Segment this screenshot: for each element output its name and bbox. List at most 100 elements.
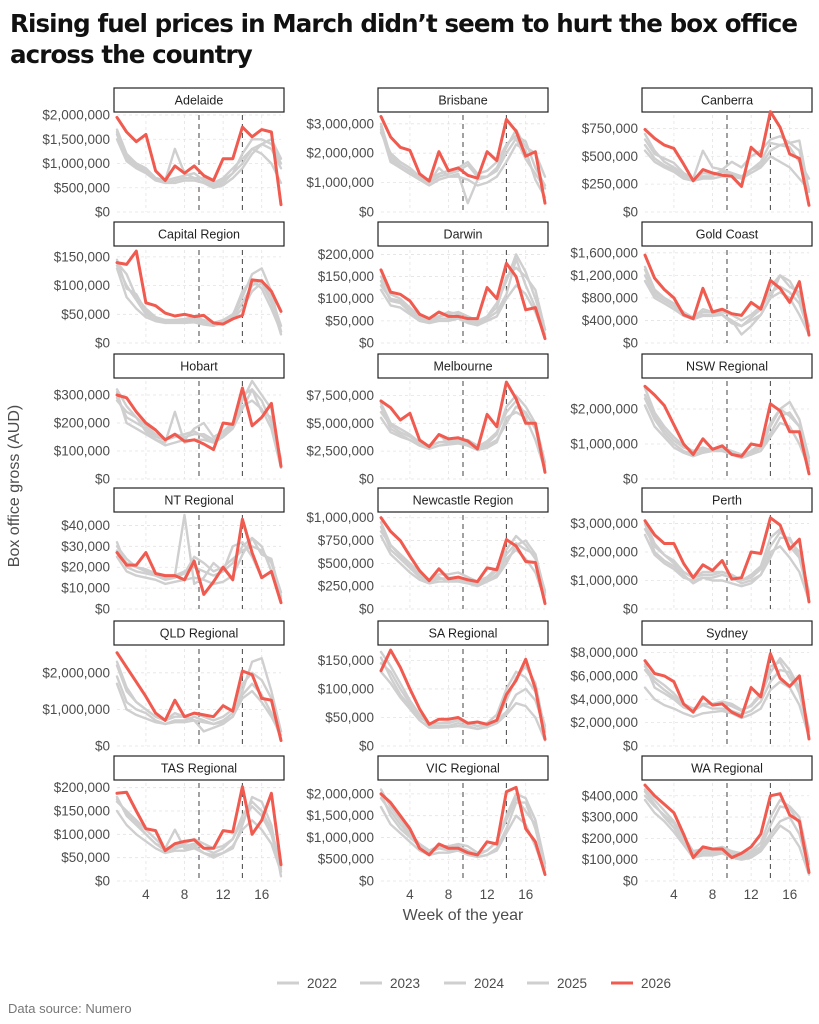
y-tick-label: $200,000 [54,780,110,795]
facet-label-perth: Perth [712,494,742,508]
series-line-tas-regional-2024 [115,809,283,873]
series-line-darwin-2025 [379,266,547,331]
facet-strip-canberra [641,87,813,113]
facet-label-capital-region: Capital Region [158,228,240,242]
y-tick-label: $50,000 [61,850,110,865]
y-tick-label: $750,000 [318,533,374,548]
x-tick-label: 4 [670,887,678,902]
facet-label-gold-coast: Gold Coast [696,228,759,242]
y-tick-label: $0 [623,336,638,351]
series-line-qld-regional-2025 [115,682,283,737]
legend-label-2025: 2025 [557,976,587,991]
series-line-perth-2022 [643,522,811,596]
facet-strip-qld-regional [113,620,285,646]
facet-label-newcastle-region: Newcastle Region [413,494,514,508]
y-axis-title: Box office gross (AUD) [6,405,23,567]
legend-label-2023: 2023 [390,976,420,991]
facet-strip-adelaide [113,87,285,113]
y-tick-label: $0 [623,472,638,487]
x-tick-label: 8 [181,887,189,902]
series-line-hobart-2026 [115,386,283,468]
y-tick-label: $500,000 [54,180,110,195]
series-line-sa-regional-2026 [379,648,547,741]
y-tick-label: $2,000,000 [306,146,374,161]
y-tick-label: $0 [95,739,110,754]
x-tick-label: 8 [445,887,453,902]
series-line-wa-regional-2024 [643,798,811,876]
x-tick-label: 16 [782,887,797,902]
y-tick-label: $400,000 [582,313,638,328]
x-tick-label: 4 [142,887,150,902]
facet-strip-melbourne [377,353,549,379]
facet-label-wa-regional: WA Regional [691,762,763,776]
facet-strip-capital-region [113,221,285,247]
series-line-nt-regional-2025 [115,536,283,598]
series-line-nsw-regional-2026 [643,384,811,476]
series-line-adelaide-2023 [115,133,283,187]
series-line-capital-region-2024 [115,267,283,336]
x-tick-label: 12 [216,887,231,902]
series-line-newcastle-region-2026 [379,516,547,605]
series-line-perth-2026 [643,516,811,604]
y-tick-label: $8,000,000 [570,645,638,660]
y-tick-label: $1,000,000 [306,175,374,190]
series-line-wa-regional-2023 [643,794,811,866]
series-line-wa-regional-2026 [643,783,811,874]
y-tick-label: $500,000 [318,556,374,571]
facet-strip-sa-regional [377,620,549,646]
facet-strip-wa-regional [641,755,813,781]
y-tick-label: $6,000,000 [570,668,638,683]
y-tick-label: $1,000,000 [306,830,374,845]
y-tick-label: $0 [359,336,374,351]
y-tick-label: $300,000 [54,388,110,403]
facet-label-nt-regional: NT Regional [164,494,233,508]
y-tick-label: $0 [95,602,110,617]
y-tick-label: $40,000 [61,518,110,533]
y-tick-label: $1,000,000 [42,702,110,717]
series-line-sydney-2025 [643,660,811,731]
legend-label-2026: 2026 [641,976,671,991]
series-line-hobart-2024 [115,399,283,469]
series-line-nt-regional-2026 [115,517,283,605]
y-tick-label: $50,000 [325,710,374,725]
y-tick-label: $0 [359,874,374,889]
series-line-melbourne-2024 [379,411,547,472]
y-tick-label: $250,000 [582,177,638,192]
facet-strip-nsw-regional [641,353,813,379]
y-tick-label: $1,000,000 [570,437,638,452]
series-line-nt-regional-2023 [115,545,283,594]
facet-label-sa-regional: SA Regional [429,627,498,641]
y-tick-label: $0 [359,472,374,487]
y-tick-label: $200,000 [582,831,638,846]
y-tick-label: $0 [359,739,374,754]
y-tick-label: $50,000 [325,313,374,328]
series-line-gold-coast-2025 [643,265,811,328]
y-tick-label: $1,600,000 [570,245,638,260]
y-tick-label: $0 [359,205,374,220]
facet-label-sydney: Sydney [706,627,748,641]
series-line-canberra-2022 [643,134,811,191]
facet-strip-vic-regional [377,755,549,781]
facet-label-qld-regional: QLD Regional [160,627,239,641]
y-tick-label: $2,000,000 [42,665,110,680]
y-tick-label: $0 [95,336,110,351]
y-tick-label: $0 [623,739,638,754]
x-tick-label: 12 [480,887,495,902]
x-tick-label: 16 [518,887,533,902]
x-tick-label: 4 [406,887,414,902]
y-tick-label: $150,000 [318,269,374,284]
y-tick-label: $1,500,000 [42,132,110,147]
facet-strip-brisbane [377,87,549,113]
y-tick-label: $0 [95,205,110,220]
y-tick-label: $2,000,000 [306,786,374,801]
series-line-adelaide-2026 [115,115,283,207]
y-tick-label: $0 [95,874,110,889]
series-line-newcastle-region-2023 [379,530,547,592]
series-line-qld-regional-2024 [115,675,283,740]
facet-label-nsw-regional: NSW Regional [686,360,768,374]
series-line-brisbane-2026 [379,115,547,205]
y-tick-label: $50,000 [61,307,110,322]
facet-strip-sydney [641,620,813,646]
y-tick-label: $30,000 [61,539,110,554]
data-source-caption: Data source: Numero [8,1001,132,1016]
